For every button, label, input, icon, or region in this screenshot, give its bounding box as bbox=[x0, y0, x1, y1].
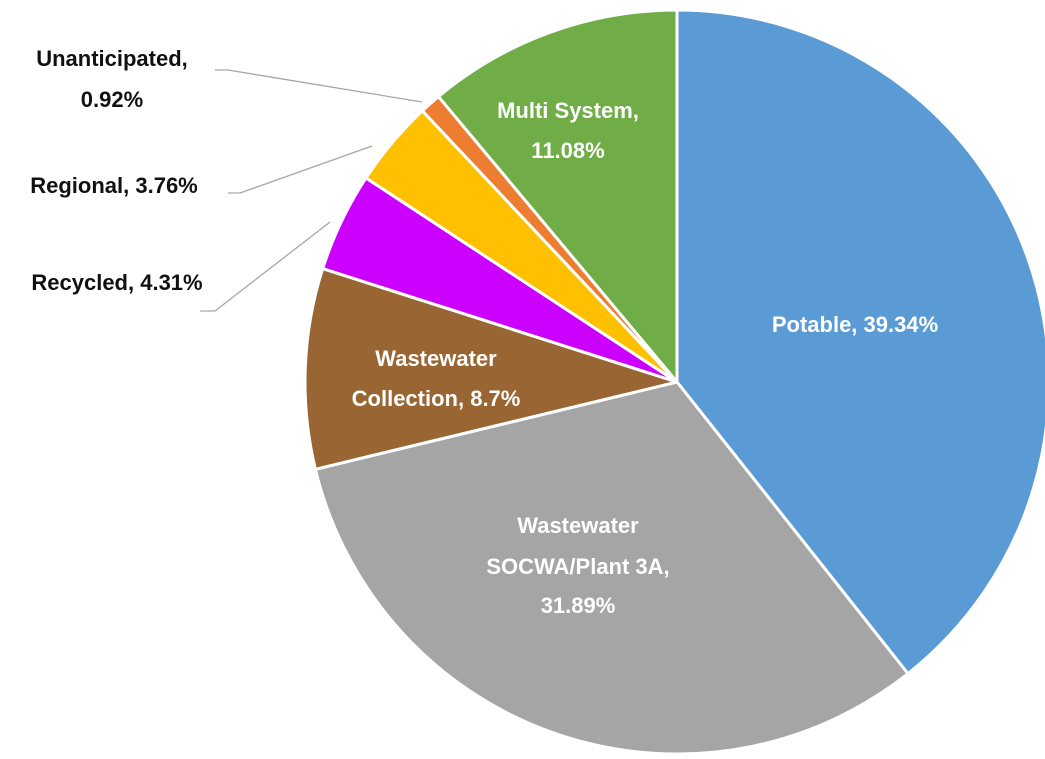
pie-slice bbox=[313, 380, 910, 756]
data-label: Unanticipated, bbox=[36, 46, 188, 71]
data-label: SOCWA/Plant 3A, bbox=[486, 554, 669, 579]
data-label: Wastewater bbox=[517, 513, 639, 538]
data-label: Multi System, bbox=[497, 98, 639, 123]
pie-slice bbox=[675, 8, 1045, 676]
leader-line bbox=[200, 221, 331, 312]
data-label: Regional, 3.76% bbox=[30, 173, 198, 198]
leader-line bbox=[215, 69, 423, 103]
data-label: Wastewater bbox=[375, 346, 497, 371]
pie-slice bbox=[303, 267, 679, 471]
data-label: Potable, 39.34% bbox=[772, 312, 938, 337]
leader-line bbox=[228, 145, 373, 194]
data-label: 11.08% bbox=[531, 138, 604, 163]
data-label: Recycled, 4.31% bbox=[31, 270, 202, 295]
pie-slice bbox=[436, 8, 679, 384]
data-label: 0.92% bbox=[81, 87, 143, 112]
data-label: 31.89% bbox=[541, 593, 616, 618]
data-label: Collection, 8.7% bbox=[352, 386, 521, 411]
